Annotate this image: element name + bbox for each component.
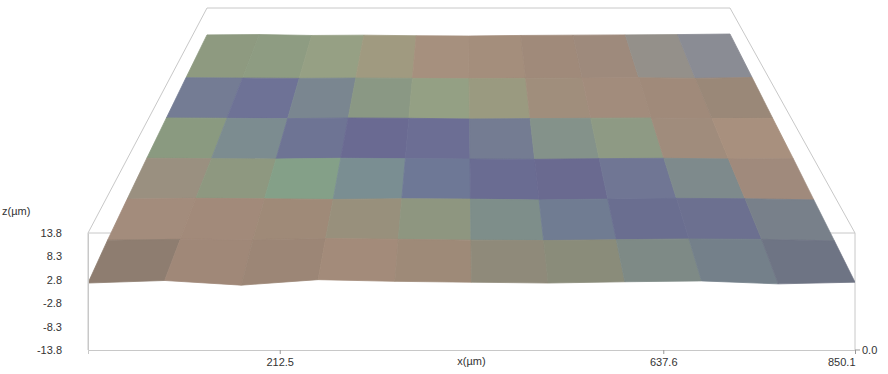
- x-tick-mark: [280, 350, 281, 354]
- surface-cell: [599, 158, 676, 199]
- x-tick-label: 850.1: [828, 356, 856, 368]
- surface-cell: [471, 240, 548, 283]
- z-tick-label: -2.8: [43, 297, 62, 309]
- surface-cell: [165, 239, 253, 285]
- surface-cell: [468, 35, 525, 78]
- surface-cell: [326, 199, 402, 240]
- z-tick-label: 13.8: [41, 227, 62, 239]
- x-tick: 637.6: [650, 350, 678, 368]
- surface-cell: [265, 158, 341, 199]
- z-tick: 8.3: [47, 250, 88, 262]
- box-edge: [88, 233, 89, 350]
- z-axis: 13.8 8.3 2.8 -2.8 -8.3 -13.8: [37, 227, 89, 356]
- z-tick-label: -13.8: [37, 344, 62, 356]
- surface-cell: [241, 239, 325, 286]
- x-axis: 212.5 637.6 850.1: [89, 350, 856, 368]
- surface-cell: [745, 199, 834, 241]
- surface-cell: [211, 118, 287, 159]
- x-tick-mark: [663, 350, 664, 354]
- surface-cell: [616, 239, 701, 282]
- surface-cell: [470, 199, 543, 240]
- surface-cell: [470, 159, 539, 200]
- surface-cell: [412, 36, 469, 79]
- box-edge: [855, 233, 856, 350]
- x-tick: 212.5: [266, 350, 294, 368]
- z-tick: -13.8: [37, 344, 88, 356]
- surface-cell: [356, 35, 416, 78]
- surface-cell: [526, 78, 591, 119]
- z-tick-label: 2.8: [47, 274, 62, 286]
- z-tick-label: -8.3: [43, 321, 62, 333]
- surface-cell: [539, 199, 616, 240]
- chart: 13.8 8.3 2.8 -2.8 -8.3 -13.8 212.5 637.6 850.1 0.…: [0, 0, 888, 374]
- surface-cell: [196, 159, 276, 199]
- surface-cell: [341, 118, 409, 159]
- surface-cell: [409, 78, 470, 119]
- z-tick-label: 8.3: [47, 250, 62, 262]
- surface-cell: [608, 198, 689, 239]
- surface-cell: [402, 159, 471, 199]
- z-axis-line: [88, 234, 89, 351]
- surface-cell: [405, 118, 470, 159]
- surface-cell: [544, 240, 625, 283]
- z-tick: -2.8: [43, 297, 88, 309]
- surface-cell: [729, 159, 814, 200]
- surface-cell: [318, 239, 398, 282]
- surface-cell: [180, 198, 264, 239]
- surface-cell: [276, 118, 348, 159]
- surface-cell: [712, 118, 793, 159]
- box-frame: [88, 8, 855, 350]
- x-axis-line: [89, 351, 856, 355]
- surface-cell: [333, 158, 405, 199]
- x-tick-mark: [855, 350, 856, 354]
- z-tick: 13.8: [41, 227, 88, 239]
- surface-cell: [288, 78, 356, 119]
- y-tick-label: 0.0: [862, 344, 877, 356]
- surface: [88, 34, 855, 285]
- z-tick: -8.3: [43, 321, 88, 333]
- z-axis-title: z(µm): [2, 205, 30, 217]
- x-tick: 850.1: [828, 350, 856, 368]
- surface-cell: [469, 78, 530, 119]
- surface-cell: [227, 78, 299, 119]
- surface-cell: [469, 119, 534, 160]
- box-edge: [207, 8, 730, 9]
- x-axis-title: x(µm): [457, 355, 485, 367]
- surface-cell: [535, 159, 608, 200]
- y-tick-mark: [855, 350, 860, 351]
- surface-cell: [253, 199, 333, 240]
- surface-cell: [530, 118, 599, 159]
- x-tick-label: 637.6: [650, 356, 678, 368]
- surface-cell: [521, 35, 582, 78]
- surface-cell: [762, 239, 855, 284]
- x-tick-label: 212.5: [266, 356, 294, 368]
- z-tick: 2.8: [47, 274, 88, 286]
- surface-cell: [678, 34, 752, 78]
- surface-cell: [398, 199, 471, 240]
- surface-cell: [348, 78, 412, 118]
- surface-cell: [299, 35, 364, 78]
- surface-cell: [695, 77, 772, 118]
- surface-cell: [395, 239, 472, 282]
